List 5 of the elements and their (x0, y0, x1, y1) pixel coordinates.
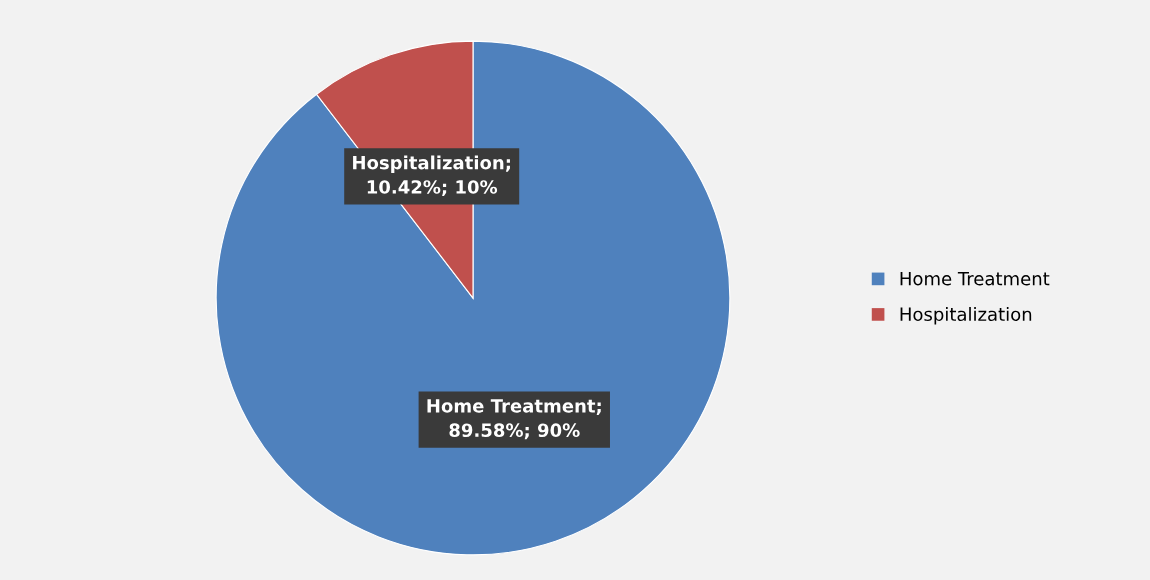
legend-label: Hospitalization (900, 307, 1032, 325)
pie-slice (215, 40, 731, 556)
legend-label: Home Treatment (900, 272, 1050, 286)
data-label: Hospitalization; 10.42%; 10% (353, 155, 510, 197)
data-label: Home Treatment; 89.58%; 90% (427, 399, 601, 440)
